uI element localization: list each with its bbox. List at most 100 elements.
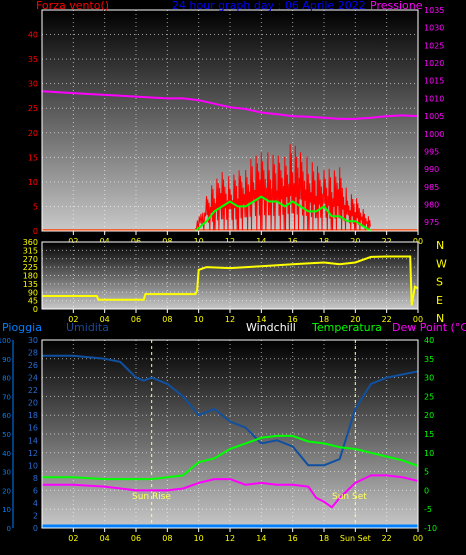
rain-tick-label: 20 [2, 487, 11, 495]
temperature-tick-label: -10 [424, 524, 437, 533]
temperature-tick-label: 30 [424, 374, 434, 383]
rain-tick-label: 0 [7, 525, 11, 533]
humidity-tick-label: 14 [28, 436, 38, 445]
humidity-tick-label: 24 [28, 374, 38, 383]
humidity-tick-label: 22 [28, 386, 38, 395]
x-tick-label: 10 [194, 534, 204, 543]
direction-tick-label: 270 [23, 255, 38, 264]
panel1-title: 24 hour graph day : 06 Aprile 2022 [172, 0, 366, 12]
humidity-tick-label: 0 [33, 524, 38, 533]
direction-tick-label: 45 [28, 297, 38, 306]
panel3-pioggia-label: Pioggia [2, 321, 42, 334]
rain-tick-label: 10 [2, 506, 11, 514]
panel3-umidita-label: Umidita [66, 321, 109, 334]
dewpoint-series [42, 474, 419, 509]
right-tick-label: 985 [424, 183, 439, 192]
rain-tick-label: 70 [2, 393, 11, 401]
x-tick-label: 10 [194, 315, 204, 324]
temperature-tick-label: 5 [424, 468, 429, 477]
x-tick-label: 12 [225, 534, 235, 543]
pressure-series [41, 90, 419, 120]
panel3-series [42, 340, 419, 528]
right-tick-label: 1015 [424, 77, 444, 86]
temperature-tick-label: 20 [424, 411, 434, 420]
x-tick-label: 06 [131, 315, 141, 324]
x-tick-label: 18 [319, 534, 329, 543]
humidity-tick-label: 16 [28, 424, 38, 433]
rain-tick-label: 50 [2, 431, 11, 439]
right-tick-label: 1000 [424, 130, 444, 139]
x-tick-label: 04 [100, 534, 110, 543]
panel1-left-label: Forza vento() [36, 0, 109, 12]
x-tick-label: 16 [288, 534, 298, 543]
compass-label: W [436, 257, 447, 270]
wind-average-series [194, 195, 372, 232]
x-tick-label: 14 [256, 534, 266, 543]
direction-tick-label: 0 [33, 305, 38, 314]
compass-label: N [436, 312, 444, 325]
right-tick-label: 980 [424, 200, 439, 209]
x-tick-label: 00 [413, 534, 423, 543]
compass-label: N [436, 239, 444, 252]
sun-rise-label: Sun Rise [132, 492, 171, 502]
x-tick-label: 22 [382, 534, 392, 543]
direction-tick-label: 360 [23, 238, 38, 247]
x-tick-label: 14 [256, 315, 266, 324]
right-tick-label: 1020 [424, 59, 444, 68]
temperature-tick-label: 10 [424, 449, 434, 458]
left-tick-label: 30 [28, 80, 38, 89]
humidity-tick-label: 20 [28, 399, 38, 408]
x-tick-label: 02 [68, 534, 78, 543]
left-tick-label: 25 [28, 104, 38, 113]
left-tick-label: 20 [28, 129, 38, 138]
rain-tick-label: 40 [2, 450, 11, 458]
humidity-tick-label: 18 [28, 411, 38, 420]
x-tick-label: 04 [100, 315, 110, 324]
x-tick-label: 02 [68, 315, 78, 324]
compass-label: E [436, 294, 443, 307]
rain-tick-label: 60 [2, 412, 11, 420]
left-tick-label: 35 [28, 55, 38, 64]
humidity-tick-label: 6 [33, 486, 38, 495]
x-tick-label: 16 [288, 315, 298, 324]
direction-tick-label: 180 [23, 272, 38, 281]
x-tick-label: 00 [413, 315, 423, 324]
x-tick-label: 18 [319, 315, 329, 324]
panel3-grid [42, 340, 418, 528]
x-tick-label: 20 [350, 315, 360, 324]
temperature-tick-label: 25 [424, 392, 434, 401]
humidity-tick-label: 28 [28, 349, 38, 358]
direction-tick-label: 90 [28, 288, 38, 297]
panel3-windchill-label: Windchill [246, 321, 296, 334]
x-tick-label: 12 [225, 315, 235, 324]
rain-tick-label: 100 [0, 337, 11, 345]
right-tick-label: 1030 [424, 24, 444, 33]
panel1-series [41, 90, 419, 232]
temperature-tick-label: -5 [424, 505, 432, 514]
left-tick-label: 15 [28, 153, 38, 162]
sun-set-label: Sun Set [332, 492, 367, 502]
right-tick-label: 1035 [424, 6, 444, 15]
left-tick-label: 10 [28, 178, 38, 187]
direction-tick-label: 315 [23, 246, 38, 255]
humidity-tick-label: 10 [28, 461, 38, 470]
right-tick-label: 975 [424, 218, 439, 227]
direction-tick-label: 135 [23, 280, 38, 289]
right-tick-label: 990 [424, 165, 439, 174]
panel2-series [42, 255, 419, 306]
panel3-temperatura-label: Temperatura [311, 321, 382, 334]
humidity-tick-label: 30 [28, 336, 38, 345]
humidity-tick-label: 12 [28, 449, 38, 458]
humidity-series [42, 354, 419, 467]
left-tick-label: 0 [33, 227, 38, 236]
panel3-dewpoint-label: Dew Point (°C) [392, 321, 466, 334]
temperature-tick-label: 40 [424, 336, 434, 345]
humidity-tick-label: 2 [33, 511, 38, 520]
right-tick-label: 1025 [424, 41, 444, 50]
humidity-tick-label: 8 [33, 474, 38, 483]
temperature-series [42, 434, 419, 481]
right-tick-label: 995 [424, 147, 439, 156]
panel3-axes: 1009080706050403020100302826242220181614… [0, 336, 437, 543]
